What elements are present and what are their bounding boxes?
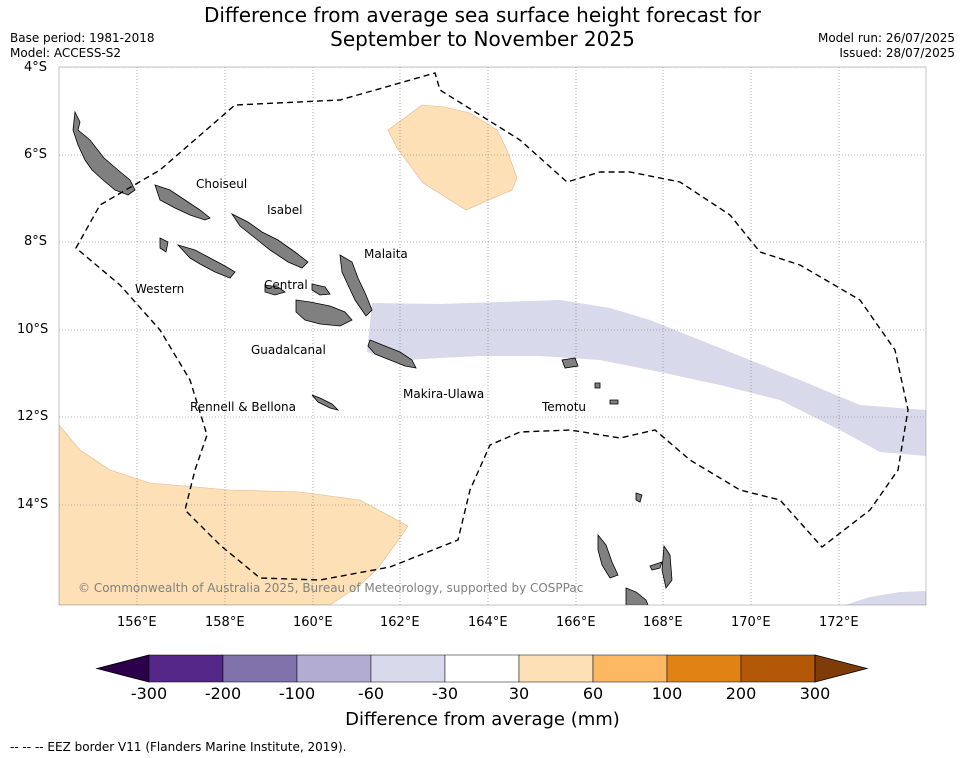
rennell-island — [311, 394, 340, 411]
meta-left: Base period: 1981-2018 Model: ACCESS-S2 — [10, 31, 155, 61]
model-run: Model run: 26/07/2025 — [817, 31, 955, 45]
positive-anomaly-area-north — [387, 104, 518, 211]
western-island-group — [176, 244, 236, 279]
meta-right: Model run: 26/07/2025 Issued: 28/07/2025 — [818, 31, 955, 61]
guadalcanal-island — [295, 299, 353, 327]
model-name: Model: ACCESS-S2 — [10, 46, 122, 60]
colorbar-title: Difference from average (mm) — [345, 709, 620, 730]
vanuatu-small — [649, 561, 663, 571]
colorbar-tick: 30 — [508, 684, 530, 703]
malaita-island — [339, 254, 373, 317]
colorbar-segment — [592, 654, 668, 683]
vanuatu-espiritu — [625, 587, 649, 605]
colorbar-tick: 300 — [799, 684, 831, 703]
issued-date: Issued: 28/07/2025 — [839, 46, 955, 60]
isabel-like-island — [154, 184, 211, 221]
colorbar-segment — [222, 654, 298, 683]
central-island-2 — [311, 283, 331, 296]
title-line-2: September to November 2025 — [330, 27, 635, 51]
map-frame — [58, 66, 927, 606]
colorbar-extend-low — [95, 654, 150, 683]
colorbar-tick: 200 — [725, 684, 757, 703]
western-island-small — [159, 237, 169, 253]
map-area — [59, 67, 926, 605]
colorbar-segment — [666, 654, 742, 683]
colorbar-tick: 100 — [651, 684, 683, 703]
choiseul-island — [72, 110, 136, 196]
eez-border — [75, 72, 909, 581]
temotu-island — [561, 357, 579, 369]
central-island — [264, 284, 286, 296]
colorbar-extend-high — [814, 654, 869, 683]
colorbar-segment — [370, 654, 446, 683]
makira-island — [367, 339, 417, 369]
colorbar-segment — [444, 654, 520, 683]
temotu-small-1 — [594, 382, 601, 389]
gridlines — [59, 67, 926, 605]
colorbar-segment — [740, 654, 816, 683]
temotu-small-2 — [609, 399, 619, 405]
colorbar-tick: -60 — [357, 684, 385, 703]
vanuatu-small-2 — [635, 492, 643, 503]
colorbar-segment — [148, 654, 224, 683]
base-period: Base period: 1981-2018 — [10, 31, 155, 45]
colorbar-tick: 60 — [582, 684, 604, 703]
colorbar-tick: -300 — [130, 684, 168, 703]
vanuatu-east — [661, 544, 673, 589]
colorbar-tick: -100 — [278, 684, 316, 703]
colorbar-tick: -200 — [204, 684, 242, 703]
colorbar-segment — [296, 654, 372, 683]
santa-isabel-island — [230, 212, 309, 269]
colorbar-segment — [518, 654, 594, 683]
negative-anomaly-area-south — [845, 591, 926, 605]
colorbar — [95, 654, 869, 683]
positive-anomaly-area-southwest — [59, 424, 409, 605]
islands — [72, 110, 673, 605]
vanuatu-north — [597, 533, 619, 579]
colorbar-tick: -30 — [431, 684, 459, 703]
negative-anomaly-area — [367, 300, 926, 456]
map-title: Difference from average sea surface heig… — [0, 3, 965, 51]
eez-legend-note: -- -- -- EEZ border V11 (Flanders Marine… — [10, 740, 347, 754]
title-line-1: Difference from average sea surface heig… — [203, 3, 762, 27]
